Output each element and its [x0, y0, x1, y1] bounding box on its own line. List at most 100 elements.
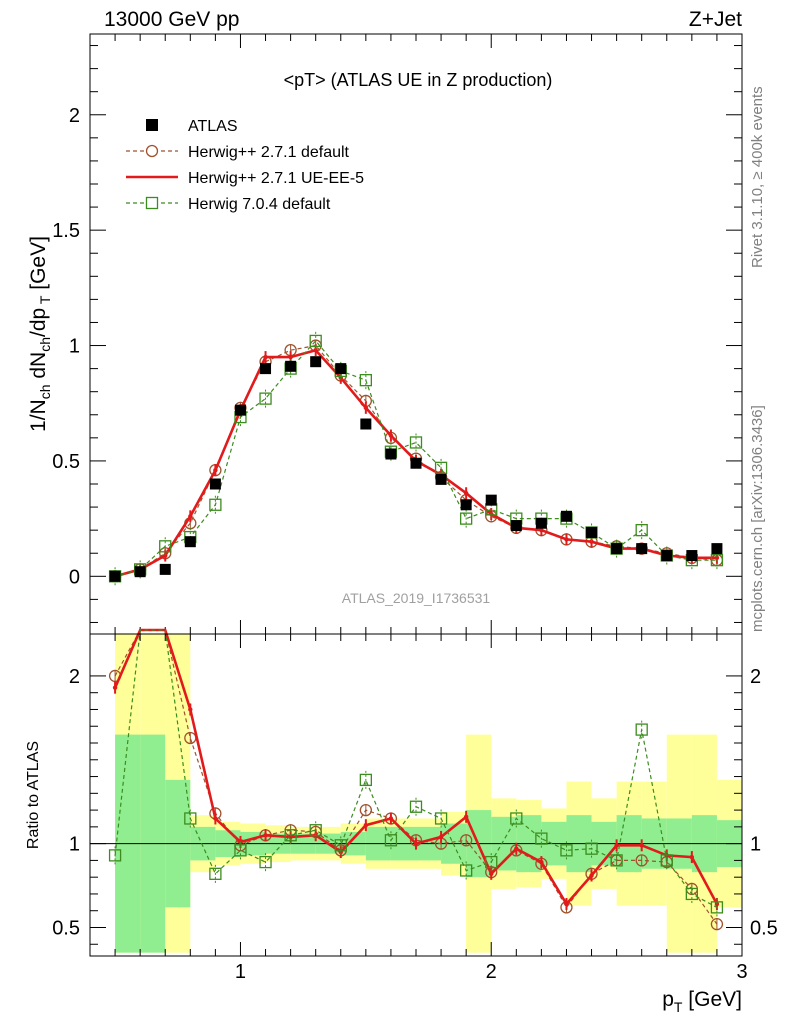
point-herwig7-default [635, 723, 648, 736]
point-atlas [410, 457, 422, 469]
legend-label: Herwig++ 2.7.1 UE-EE-5 [188, 170, 364, 187]
point-atlas [234, 404, 246, 416]
point-ue-ee-5 [213, 816, 218, 821]
point-herwig7-default [485, 855, 498, 869]
point-herwig7-default [585, 842, 598, 855]
point-herwig7-default [685, 887, 698, 901]
svg-text:1/Nch dNch/dp T [GeV]: 1/Nch dNch/dp T [GeV] [27, 236, 53, 432]
point-ue-ee-5 [388, 433, 394, 438]
legend-marker-herwig7-default [145, 196, 159, 210]
rivet-label: Rivet 3.1.10, ≥ 400k events [749, 86, 766, 268]
point-herwig7-default [710, 901, 724, 914]
point-atlas [560, 510, 572, 522]
point-herwig7-default [359, 374, 372, 387]
point-ue-ee-5 [163, 553, 168, 558]
point-ue-ee-5 [463, 814, 469, 820]
point-herwig7-default [184, 812, 197, 825]
ratio-panel: 1 2 3 0.5 0.5 1 1 2 2 Ratio to ATLAS pT [GeV] [25, 628, 778, 1015]
point-atlas [209, 478, 221, 490]
legend-label: ATLAS [188, 118, 238, 135]
point-atlas [360, 418, 372, 430]
y-tick-label: 2 [69, 666, 80, 688]
point-herwig7-default [284, 829, 297, 842]
point-ue-ee-5 [438, 834, 444, 840]
point-herwig7-default [635, 524, 648, 537]
y-tick-label: 0.5 [52, 451, 80, 473]
svg-text:pT [GeV]: pT [GeV] [662, 988, 742, 1015]
point-ue-ee-5 [388, 816, 394, 821]
point-ue-ee-5 [564, 901, 569, 907]
point-atlas [586, 526, 598, 538]
header-left: 13000 GeV pp [104, 8, 239, 31]
point-ue-ee-5 [363, 822, 369, 828]
point-atlas [686, 550, 698, 562]
y-tick-label: 1 [69, 834, 80, 856]
point-atlas [260, 363, 272, 375]
point-atlas [636, 543, 648, 555]
point-atlas [535, 517, 547, 529]
point-ue-ee-5 [413, 841, 419, 846]
point-ue-ee-5 [539, 859, 544, 865]
point-atlas [335, 363, 347, 375]
point-atlas [285, 360, 297, 372]
point-herwig7-default [359, 773, 372, 787]
point-ue-ee-5 [213, 467, 218, 473]
legend-label: Herwig 7.0.4 default [188, 196, 331, 213]
point-herwig7-default [434, 812, 448, 825]
point-herwig7-default [334, 839, 347, 852]
point-herwigpp-default [635, 854, 648, 867]
point-ue-ee-5 [288, 354, 293, 360]
y-tick-label-right: 2 [750, 666, 761, 688]
point-atlas [109, 570, 121, 582]
y-tick-label: 0 [69, 566, 80, 588]
point-ue-ee-5 [112, 685, 118, 690]
point-herwig7-default [209, 498, 222, 511]
point-atlas [435, 473, 447, 485]
main-title: <pT> (ATLAS UE in Z production) [284, 70, 553, 90]
legend: ATLAS Herwig++ 2.7.1 default Herwig++ 2.7.… [126, 118, 364, 213]
point-ue-ee-5 [188, 514, 193, 519]
point-herwig7-default [660, 854, 673, 867]
main-y-ticks: 0 0.5 1 1.5 2 [52, 45, 742, 623]
point-ue-ee-5 [263, 354, 268, 360]
point-ue-ee-5 [689, 854, 695, 860]
point-atlas [184, 536, 196, 548]
x-axis-label: pT [GeV] [662, 988, 742, 1015]
point-ue-ee-5 [714, 555, 720, 561]
point-herwig7-default [234, 844, 247, 857]
point-atlas [485, 494, 497, 506]
point-herwigpp-default [710, 917, 724, 931]
main-panel: 0 0.5 1 1.5 2 <pT> (ATLAS UE in Z production… [27, 33, 743, 635]
point-ue-ee-5 [539, 527, 544, 533]
x-tick-label: 2 [486, 961, 497, 983]
legend-label: Herwig++ 2.7.1 default [188, 144, 350, 161]
legend-marker-atlas [146, 119, 158, 131]
point-ue-ee-5 [639, 843, 644, 848]
x-tick-label: 1 [235, 961, 246, 983]
point-ue-ee-5 [489, 871, 494, 877]
point-herwigpp-default [460, 834, 473, 847]
point-ue-ee-5 [589, 539, 594, 544]
point-herwig7-default [460, 864, 473, 877]
point-herwig7-default [209, 867, 222, 880]
point-atlas [611, 543, 623, 555]
point-herwig7-default [434, 461, 448, 474]
point-ue-ee-5 [514, 846, 519, 851]
point-ue-ee-5 [313, 347, 318, 353]
point-herwig7-default [259, 392, 272, 405]
point-herwig7-default [610, 854, 623, 867]
y-tick-label-right: 1 [750, 834, 761, 856]
point-ue-ee-5 [263, 833, 268, 838]
mcplots-label: mcplots.cern.ch [arXiv:1306.3436] [749, 405, 766, 632]
y-tick-label: 0.5 [52, 917, 80, 939]
main-plot-area [108, 331, 724, 586]
ratio-x-ticks: 1 2 3 [89, 634, 748, 983]
y-tick-label-right: 0.5 [750, 917, 778, 939]
point-herwig7-default [460, 512, 473, 525]
header-right: Z+Jet [689, 8, 742, 31]
point-ue-ee-5 [564, 537, 569, 542]
point-atlas [310, 356, 322, 368]
ratio-y-ticks: 0.5 0.5 1 1 2 2 [52, 666, 778, 945]
point-atlas [159, 563, 171, 575]
point-herwig7-default [560, 844, 573, 857]
